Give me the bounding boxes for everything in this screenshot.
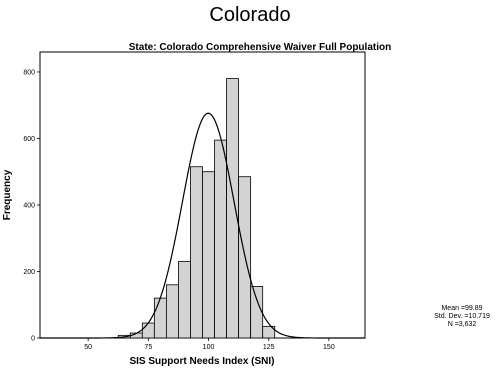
stats-mean: Mean =99.89 — [441, 305, 483, 312]
x-tick-label-125: 125 — [263, 344, 275, 351]
page-title: Colorado — [209, 4, 291, 26]
histogram-bar-5 — [165, 284, 179, 339]
x-axis: 50 75 100 125 150 — [84, 338, 335, 351]
y-tick-label-200: 200 — [23, 269, 35, 276]
stats-std-dev: Std. Dev. =10.719 — [434, 313, 490, 320]
histogram-bar-7 — [190, 166, 203, 339]
x-tick-label-50: 50 — [84, 344, 92, 351]
x-tick-label-150: 150 — [323, 344, 335, 351]
x-tick-label-100: 100 — [203, 344, 215, 351]
histogram-bar-8 — [202, 171, 215, 339]
histogram-bar-10 — [226, 78, 240, 339]
x-tick-label-75: 75 — [144, 344, 152, 351]
x-axis-title: SIS Support Needs Index (SNI) — [129, 356, 274, 367]
histogram-bar-12 — [250, 286, 264, 339]
histogram-bar-3 — [141, 322, 155, 339]
bars-group — [117, 78, 276, 339]
histogram-bar-9 — [214, 139, 227, 339]
histogram-bar-4 — [153, 297, 167, 339]
y-tick-label-800: 800 — [23, 69, 35, 76]
y-axis-title: Frequency — [2, 169, 13, 220]
stats-n: N =3,632 — [447, 321, 477, 328]
y-tick-label-0: 0 — [31, 336, 35, 343]
histogram-bar-6 — [178, 261, 191, 339]
y-tick-label-400: 400 — [23, 202, 35, 209]
stats-box: Mean =99.89 Std. Dev. =10.719 N =3,632 — [424, 305, 500, 329]
y-tick-label-600: 600 — [23, 136, 35, 143]
chart-title: State: Colorado Comprehensive Waiver Ful… — [128, 42, 392, 53]
y-axis: 0 200 400 600 800 — [23, 69, 40, 343]
normal-curve — [40, 112, 365, 339]
